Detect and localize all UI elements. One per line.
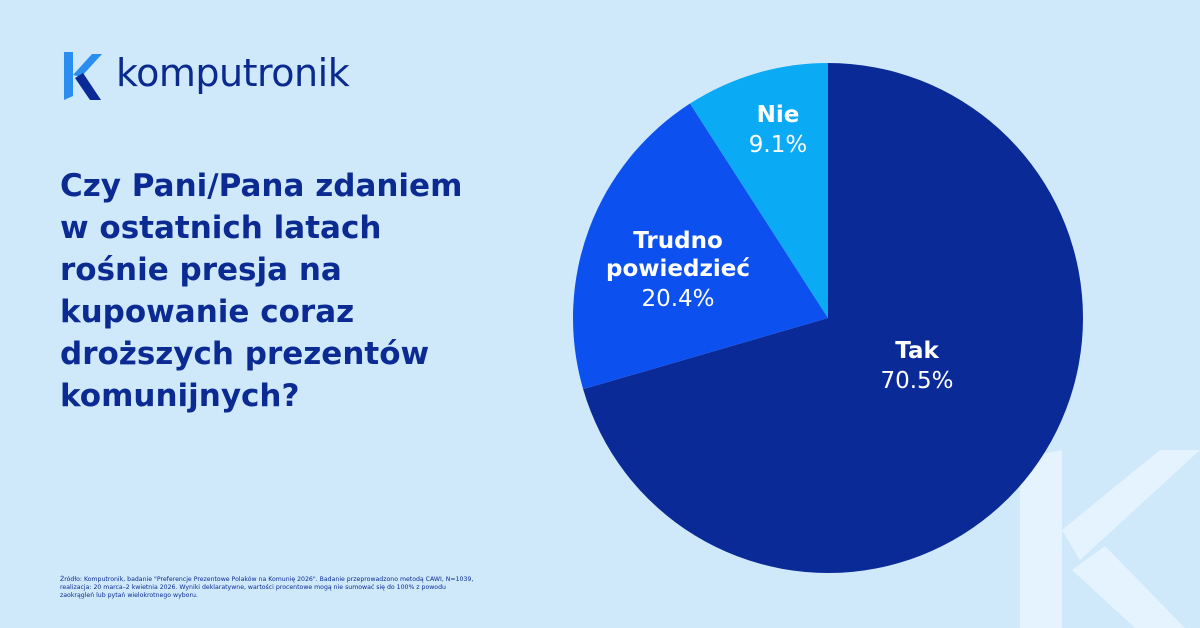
- slice-label-trudno-powiedzieć: Trudno powiedzieć: [606, 228, 750, 282]
- brand-name: komputronik: [116, 51, 350, 95]
- brand-logo: komputronik: [60, 48, 350, 104]
- slice-label-tak: Tak: [895, 338, 939, 364]
- source-note: Źródło: Komputronik, badanie "Preferencj…: [60, 576, 474, 599]
- slice-value-nie: 9.1%: [749, 132, 807, 158]
- slice-label-nie: Nie: [757, 102, 800, 128]
- komputronik-k-icon: [64, 52, 102, 100]
- pie-chart: Tak 70.5% Trudno powiedzieć 20.4% Nie 9.1%: [573, 63, 1084, 574]
- question-title: Czy Pani/Pana zdaniem w ostatnich latach…: [60, 168, 463, 414]
- slice-value-tak: 70.5%: [880, 368, 953, 394]
- slice-value-trudno-powiedzieć: 20.4%: [641, 286, 714, 312]
- pie-slice-nie: [690, 63, 828, 318]
- k-watermark-icon: [1020, 450, 1200, 628]
- pie-slice-tak: [583, 63, 1084, 574]
- pie-slice-trudno-powiedzieć: [573, 103, 828, 390]
